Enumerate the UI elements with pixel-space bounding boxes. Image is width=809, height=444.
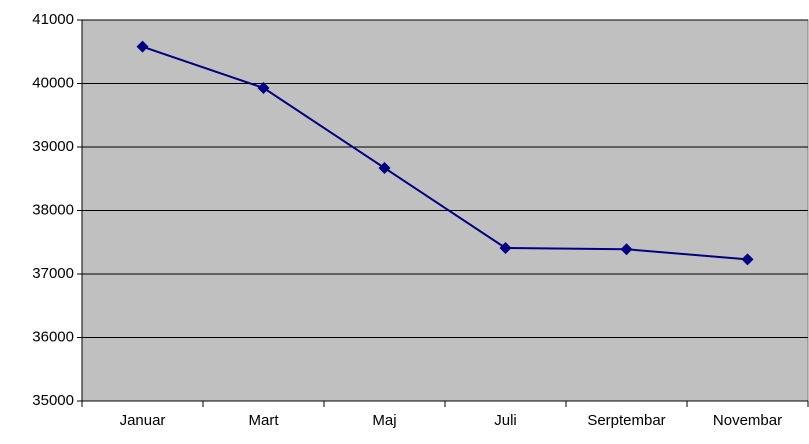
y-tick-label: 39000: [32, 138, 74, 155]
y-tick-label: 36000: [32, 328, 74, 345]
marker: [620, 243, 633, 256]
y-tick-label: 37000: [32, 265, 74, 282]
y-tick-label: 40000: [32, 74, 74, 91]
x-tick-label: Juli: [494, 412, 517, 429]
marker: [499, 241, 512, 254]
y-tick-label: 35000: [32, 392, 74, 409]
marker: [378, 161, 391, 174]
y-tick-label: 38000: [32, 201, 74, 218]
marker: [257, 81, 270, 94]
marker: [741, 253, 754, 266]
x-tick-label: Januar: [120, 412, 166, 429]
x-tick-label: Novembar: [713, 412, 782, 429]
x-tick-label: Serptembar: [587, 412, 665, 429]
y-tick-label: 41000: [32, 11, 74, 28]
line: [142, 45, 748, 261]
x-tick-label: Mart: [249, 412, 280, 429]
x-tick-label: Maj: [372, 412, 396, 429]
marker: [136, 40, 149, 53]
